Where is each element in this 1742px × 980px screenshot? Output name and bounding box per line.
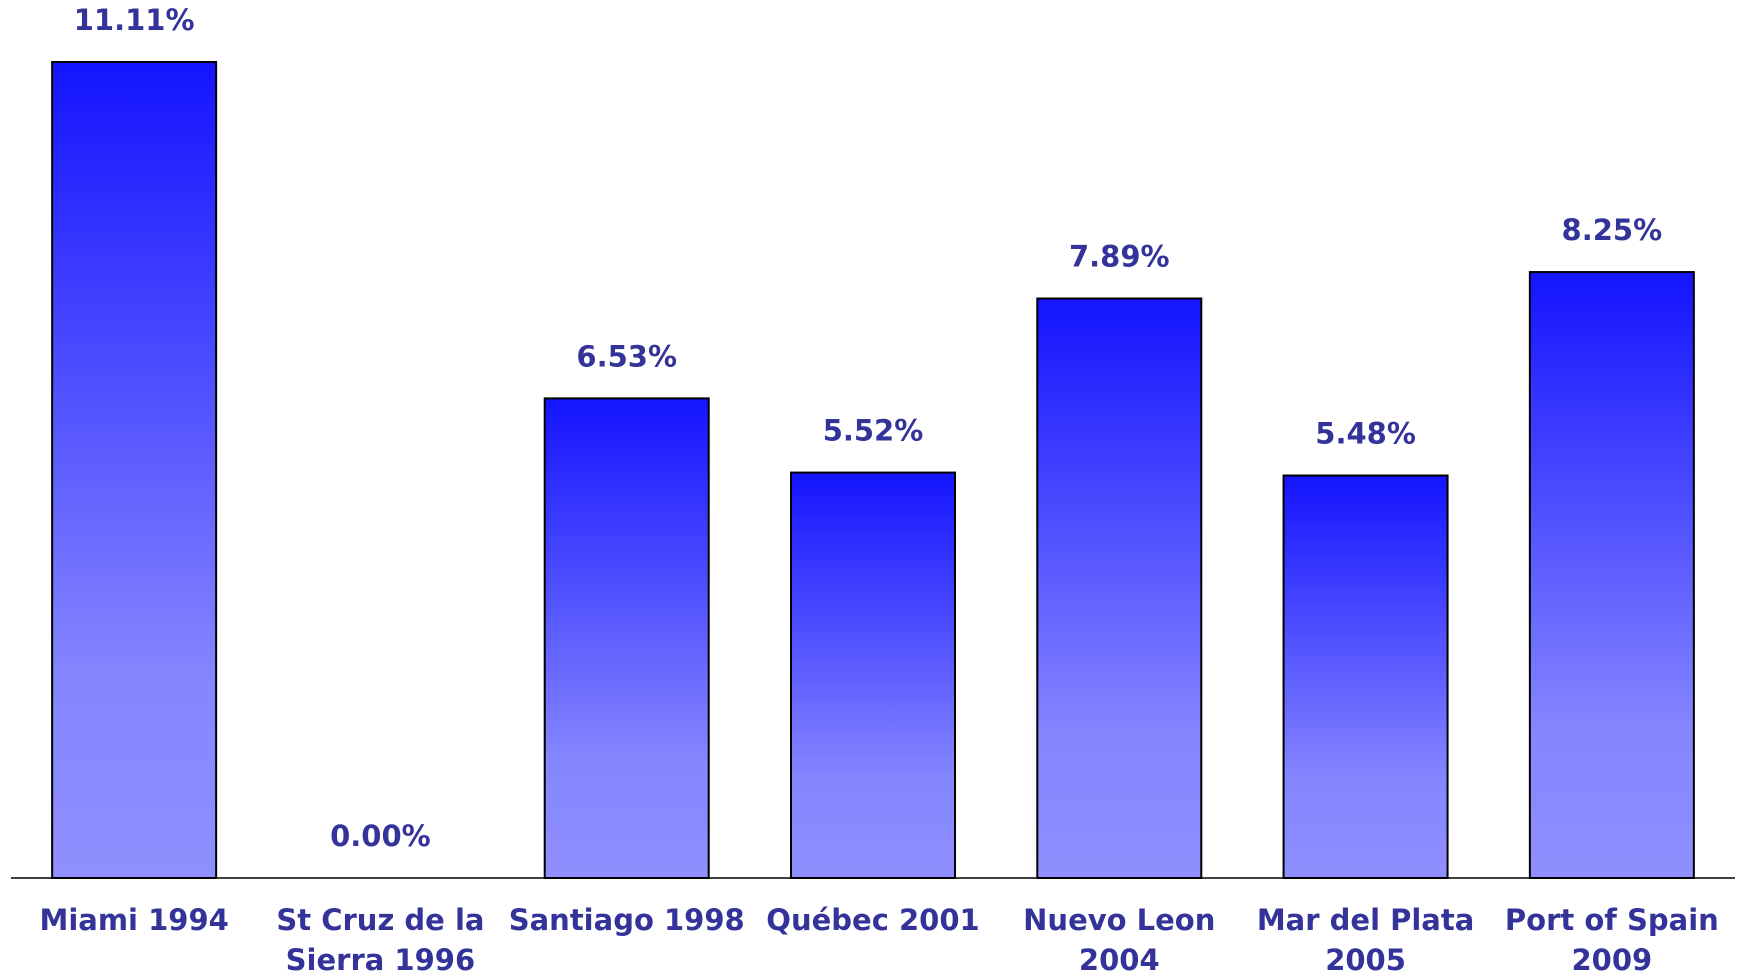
bar [51,61,218,879]
bar [1282,474,1449,879]
label-line: 2009 [1571,943,1652,977]
data-label: 8.25% [1562,213,1663,247]
label-line: Québec 2001 [766,903,979,937]
x-tick-label: Santiago 1998 [509,903,745,937]
data-label: 11.11% [74,3,195,37]
label-line: Santiago 1998 [509,903,745,937]
bar [543,397,710,879]
data-label: 6.53% [576,339,677,373]
x-tick-label: St Cruz de la Sierra 1996 [276,903,484,977]
label-line: Sierra 1996 [286,943,475,977]
label-line: St Cruz de la [276,903,484,937]
x-tick-label: Port of Spain 2009 [1505,903,1719,977]
x-tick-label: Québec 2001 [766,903,979,937]
label-line: 2004 [1079,943,1160,977]
label-line: Miami 1994 [39,903,228,937]
data-label: 5.48% [1315,417,1416,451]
label-line: Mar del Plata [1257,903,1475,937]
bar [1036,297,1203,880]
label-line: 2005 [1325,943,1406,977]
x-tick-label: Mar del Plata 2005 [1257,903,1475,977]
label-line: Port of Spain [1505,903,1719,937]
data-label: 7.89% [1069,240,1170,274]
x-tick-label: Miami 1994 [39,903,228,937]
x-tick-label: Nuevo Leon 2004 [1023,903,1215,977]
label-line: Nuevo Leon [1023,903,1215,937]
data-label: 5.52% [823,414,924,448]
bar [790,471,956,879]
data-label: 0.00% [330,819,431,853]
bar [1528,271,1695,880]
